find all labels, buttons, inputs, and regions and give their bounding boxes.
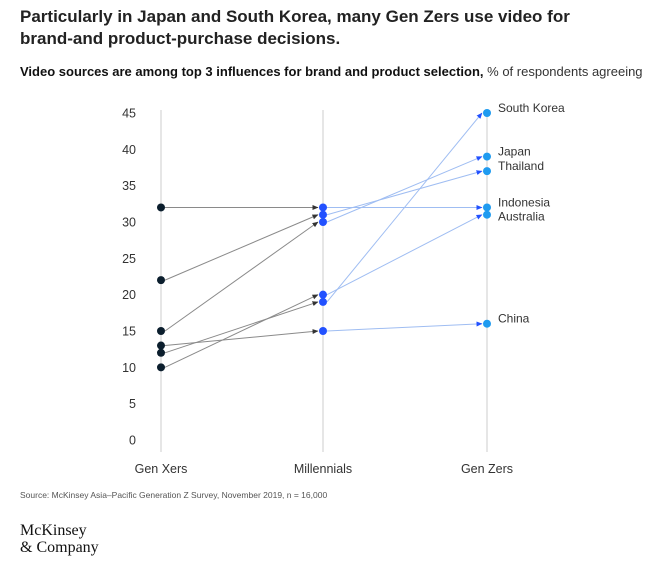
y-axis: 0 5 10 15 20 25 30 35 40 45 [122, 107, 136, 448]
data-point [157, 327, 165, 335]
data-point [483, 210, 491, 219]
line-millennials-to-genz [326, 321, 483, 332]
mckinsey-logo: McKinsey & Company [20, 522, 99, 556]
x-category-label: Gen Zers [461, 462, 513, 476]
data-point [483, 167, 491, 176]
y-tick-label: 10 [122, 361, 136, 375]
logo-line-1: McKinsey [20, 522, 87, 539]
data-point [483, 319, 491, 328]
y-tick-label: 0 [129, 434, 136, 448]
data-point [157, 363, 165, 372]
data-point [319, 203, 327, 212]
line-millennials-to-genz [326, 156, 483, 223]
y-tick-label: 25 [122, 252, 136, 266]
data-point [157, 203, 165, 212]
logo-line-2: & Company [20, 539, 99, 556]
y-tick-label: 45 [122, 107, 136, 121]
source-note: Source: McKinsey Asia–Pacific Generation… [20, 490, 328, 500]
line-genx-to-millennials [164, 214, 319, 281]
data-point [483, 152, 491, 161]
chart-subtitle: Video sources are among top 3 influences… [20, 64, 643, 79]
subtitle-main: Video sources are among top 3 influences… [20, 64, 484, 79]
data-point [319, 290, 327, 299]
series-label: China [498, 312, 530, 326]
line-genx-to-millennials [164, 301, 319, 354]
x-category-label: Gen Xers [135, 462, 188, 476]
x-axis: Gen Xers Millennials Gen Zers [135, 462, 513, 476]
chart-headline: Particularly in Japan and South Korea, m… [20, 7, 570, 48]
subtitle-unit: % of respondents agreeing [487, 64, 643, 79]
data-point [157, 348, 165, 357]
data-point [319, 297, 327, 306]
series-label: South Korea [498, 101, 565, 115]
series-label: Australia [498, 209, 545, 223]
data-point [483, 109, 491, 117]
y-tick-label: 35 [122, 179, 136, 193]
series-label: Japan [498, 145, 531, 159]
y-tick-label: 40 [122, 143, 136, 157]
line-genx-to-millennials [164, 221, 319, 332]
data-points [157, 109, 491, 372]
y-tick-label: 5 [129, 397, 136, 411]
data-point [319, 218, 327, 226]
line-genx-to-millennials [164, 294, 319, 368]
series-lines [164, 112, 483, 368]
series-label: Indonesia [498, 195, 550, 209]
x-category-label: Millennials [294, 462, 352, 476]
y-tick-label: 20 [122, 288, 136, 302]
data-point [157, 341, 165, 350]
line-genx-to-millennials [164, 329, 319, 347]
series-label: Thailand [498, 159, 544, 173]
data-point [319, 327, 327, 335]
data-point [483, 203, 491, 212]
y-tick-label: 15 [122, 325, 136, 339]
line-millennials-to-genz [326, 214, 483, 296]
data-point [319, 210, 327, 219]
data-point [157, 276, 165, 285]
column-gridlines [160, 110, 488, 452]
y-tick-label: 30 [122, 216, 136, 230]
